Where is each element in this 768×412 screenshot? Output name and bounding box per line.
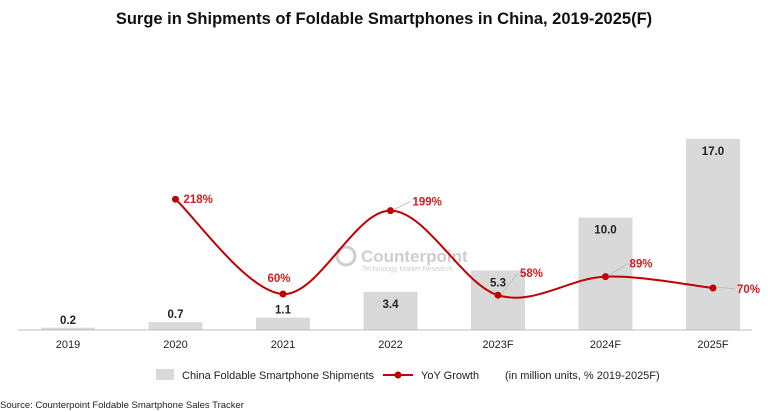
legend-swatch-shipments <box>156 369 174 380</box>
yoy-leader-2024F <box>608 263 628 276</box>
watermark-tagline: Technology Market Research <box>362 266 453 273</box>
x-tick-2020: 2020 <box>163 339 187 351</box>
yoy-leader-2022 <box>393 201 411 210</box>
yoy-label-2024F: 89% <box>630 259 653 271</box>
bar-2022 <box>363 291 418 330</box>
yoy-point-2022 <box>387 207 394 215</box>
x-tick-2023F: 2023F <box>482 339 513 351</box>
bar-label-2020: 0.7 <box>168 309 184 321</box>
x-tick-2024F: 2024F <box>590 339 621 351</box>
yoy-point-2021 <box>279 290 287 298</box>
bar-2023F <box>471 270 525 330</box>
watermark: Counterpoint Technology Market Research <box>335 245 468 273</box>
chart-title: Surge in Shipments of Foldable Smartphon… <box>116 10 652 28</box>
watermark-name: Counterpoint <box>361 247 468 266</box>
bar-label-2024F: 10.0 <box>594 225 616 237</box>
x-tick-2022: 2022 <box>378 339 402 351</box>
yoy-label-2023F: 58% <box>520 268 543 280</box>
bar-2025F <box>686 139 740 330</box>
bar-label-2019: 0.2 <box>60 315 76 327</box>
legend-swatch-yoy-marker <box>394 371 402 379</box>
legend-note: (in million units, % 2019-2025F) <box>505 370 660 382</box>
bar-2020 <box>148 322 203 330</box>
labels-layer: 0.2 0.7 1.1 3.4 5.3 10.0 17.0 <box>60 146 724 327</box>
yoy-label-2020: 218% <box>184 194 213 206</box>
yoy-label-2021: 60% <box>267 273 290 285</box>
yoy-point-2023F <box>494 291 502 299</box>
legend-label-yoy: YoY Growth <box>421 370 479 382</box>
ticks-layer: 2019 2020 2021 2022 2023F 2024F 2025F <box>56 339 729 351</box>
yoy-leader-2025F <box>715 286 736 290</box>
bar-2021 <box>256 317 310 330</box>
yoy-point-2024F <box>602 273 609 281</box>
legend-label-shipments: China Foldable Smartphone Shipments <box>182 370 375 382</box>
x-tick-2025F: 2025F <box>697 339 728 351</box>
bar-label-2023F: 5.3 <box>490 277 506 289</box>
yoy-point-2025F <box>709 284 717 292</box>
source-note: Source: Counterpoint Foldable Smartphone… <box>0 400 244 411</box>
bar-label-2022: 3.4 <box>383 299 400 311</box>
x-tick-2021: 2021 <box>271 339 295 351</box>
yoy-label-2022: 199% <box>413 197 442 209</box>
bar-2019 <box>41 327 95 330</box>
yoy-point-2020 <box>172 195 179 203</box>
x-tick-2019: 2019 <box>56 339 80 351</box>
yoy-leader-2023F <box>500 272 519 295</box>
line-layer: 218% 60% 199% 58% 89% 70% <box>172 194 760 299</box>
bar-label-2021: 1.1 <box>275 305 292 317</box>
yoy-label-2025F: 70% <box>737 284 760 296</box>
legend: China Foldable Smartphone Shipments YoY … <box>156 369 660 382</box>
counterpoint-logo-icon <box>335 245 357 267</box>
bar-label-2025F: 17.0 <box>702 146 724 158</box>
